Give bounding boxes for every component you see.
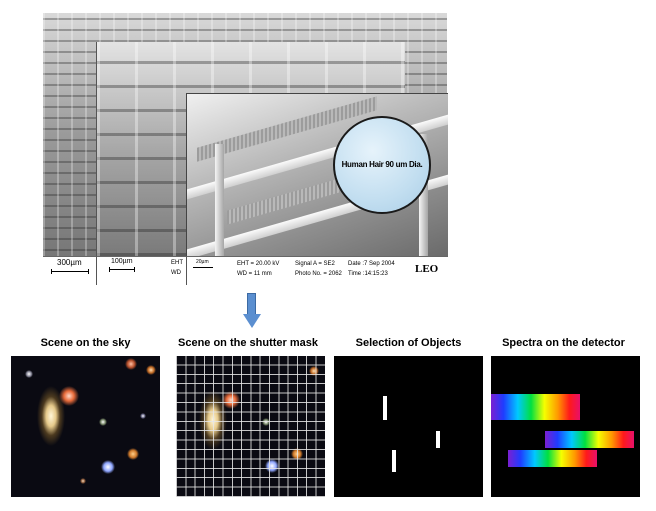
eht-label: EHT xyxy=(171,260,183,266)
open-shutter-slit-1 xyxy=(383,396,387,420)
scale-bar-100um-tick-right xyxy=(134,267,135,272)
sky-scene-image xyxy=(11,356,160,497)
scale-bar-300um-label: 300µm xyxy=(57,258,82,267)
human-hair-label: Human Hair 90 um Dia. xyxy=(341,160,423,169)
scale-bar-100um xyxy=(109,269,135,270)
scale-bar-300um-tick-right xyxy=(88,269,89,274)
scale-bar-100um-label: 100µm xyxy=(111,258,133,265)
photo-number: Photo No. = 2062 xyxy=(295,271,342,277)
sem-info-bar-1: 300µm xyxy=(43,256,96,285)
scale-bar-20um xyxy=(193,267,213,268)
wd-value: WD = 11 mm xyxy=(237,271,272,277)
human-hair-inset-circle xyxy=(333,116,431,214)
scale-bar-100um-tick-left xyxy=(109,267,110,272)
eht-value: EHT = 20.00 kV xyxy=(237,261,280,267)
selection-of-objects-panel xyxy=(334,356,483,497)
panel-title-sky: Scene on the sky xyxy=(40,337,131,349)
down-arrow-shaft xyxy=(247,293,256,315)
shutter-mask-scene-image xyxy=(176,356,325,497)
open-shutter-slit-3 xyxy=(392,450,396,472)
detector-spectra-panel xyxy=(491,356,640,497)
leo-logo: LEO xyxy=(415,263,439,275)
sem-info-bar-2: 100µm EHT WD xyxy=(96,256,187,285)
signal-value: Signal A = SE2 xyxy=(295,261,335,267)
wd-label: WD xyxy=(171,270,181,276)
scale-bar-20um-label: 20µm xyxy=(196,259,209,265)
spectrum-2 xyxy=(545,431,634,448)
scale-bar-300um xyxy=(51,271,89,272)
date-value: Date :7 Sep 2004 xyxy=(348,261,395,267)
scale-bar-300um-tick-left xyxy=(51,269,52,274)
spectrum-3 xyxy=(508,450,597,467)
panel-title-spectra: Spectra on the detector xyxy=(502,337,625,349)
time-value: Time :14:15:23 xyxy=(348,271,388,277)
open-shutter-slit-2 xyxy=(436,431,440,448)
sem-info-bar-3: 20µm EHT = 20.00 kV WD = 11 mm Signal A … xyxy=(186,256,448,285)
panel-title-selection: Selection of Objects xyxy=(355,337,462,349)
spectrum-1 xyxy=(491,394,580,420)
panel-title-shutter-mask: Scene on the shutter mask xyxy=(178,337,318,349)
down-arrow-icon xyxy=(243,314,261,328)
